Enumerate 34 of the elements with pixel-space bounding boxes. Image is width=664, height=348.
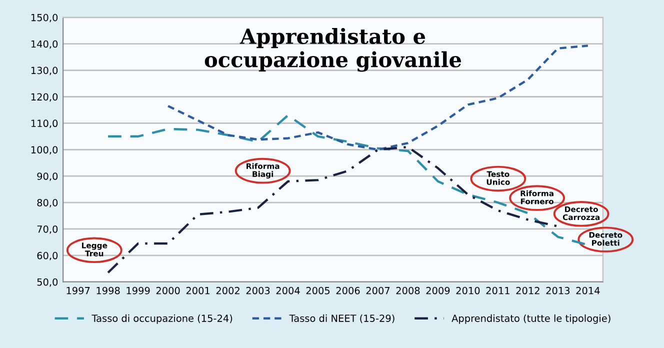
x-tick-label: 2013	[546, 286, 570, 294]
x-tick-label: 2008	[396, 286, 420, 294]
x-tick-label: 2004	[276, 286, 300, 294]
y-tick-label: 50,0	[37, 278, 58, 287]
x-tick-label: 2009	[426, 286, 450, 294]
x-tick-label: 2011	[486, 286, 510, 294]
x-tick-label: 2001	[186, 286, 210, 294]
x-tick-label: 2003	[246, 286, 270, 294]
x-tick-label: 2000	[156, 286, 180, 294]
y-tick-label: 150,0	[31, 14, 58, 22]
x-tick-label: 2007	[366, 286, 390, 294]
legend-label: Tasso di NEET (15-29)	[289, 314, 394, 324]
x-tick-label: 2010	[456, 286, 480, 294]
line-series	[106, 146, 560, 274]
legend-label: Tasso di occupazione (15-24)	[92, 314, 232, 324]
x-tick-label: 2014	[576, 286, 600, 294]
y-tick-label: 70,0	[37, 225, 58, 234]
x-tick-label: 2006	[336, 286, 360, 294]
y-tick-label: 110,0	[31, 120, 58, 128]
x-tick-label: 2002	[216, 286, 240, 294]
y-tick-label: 60,0	[37, 252, 58, 260]
x-tick-label: 1999	[126, 286, 150, 294]
y-tick-label: 130,0	[31, 66, 58, 76]
x-tick-label: 1998	[96, 286, 120, 294]
x-tick-label: 2005	[306, 286, 330, 294]
y-tick-label: 140,0	[31, 40, 58, 49]
y-tick-label: 100,0	[31, 146, 58, 154]
x-tick-label: 2012	[516, 286, 540, 294]
x-tick-label: 1997	[66, 286, 90, 294]
text: Apprendistato e occupazione giovanile	[204, 28, 462, 72]
y-tick-label: 80,0	[37, 199, 58, 208]
y-tick-label: 120,0	[31, 93, 58, 102]
legend-label: Apprendistato (tutte le tipologie)	[452, 314, 610, 324]
y-tick-label: 90,0	[37, 172, 58, 181]
